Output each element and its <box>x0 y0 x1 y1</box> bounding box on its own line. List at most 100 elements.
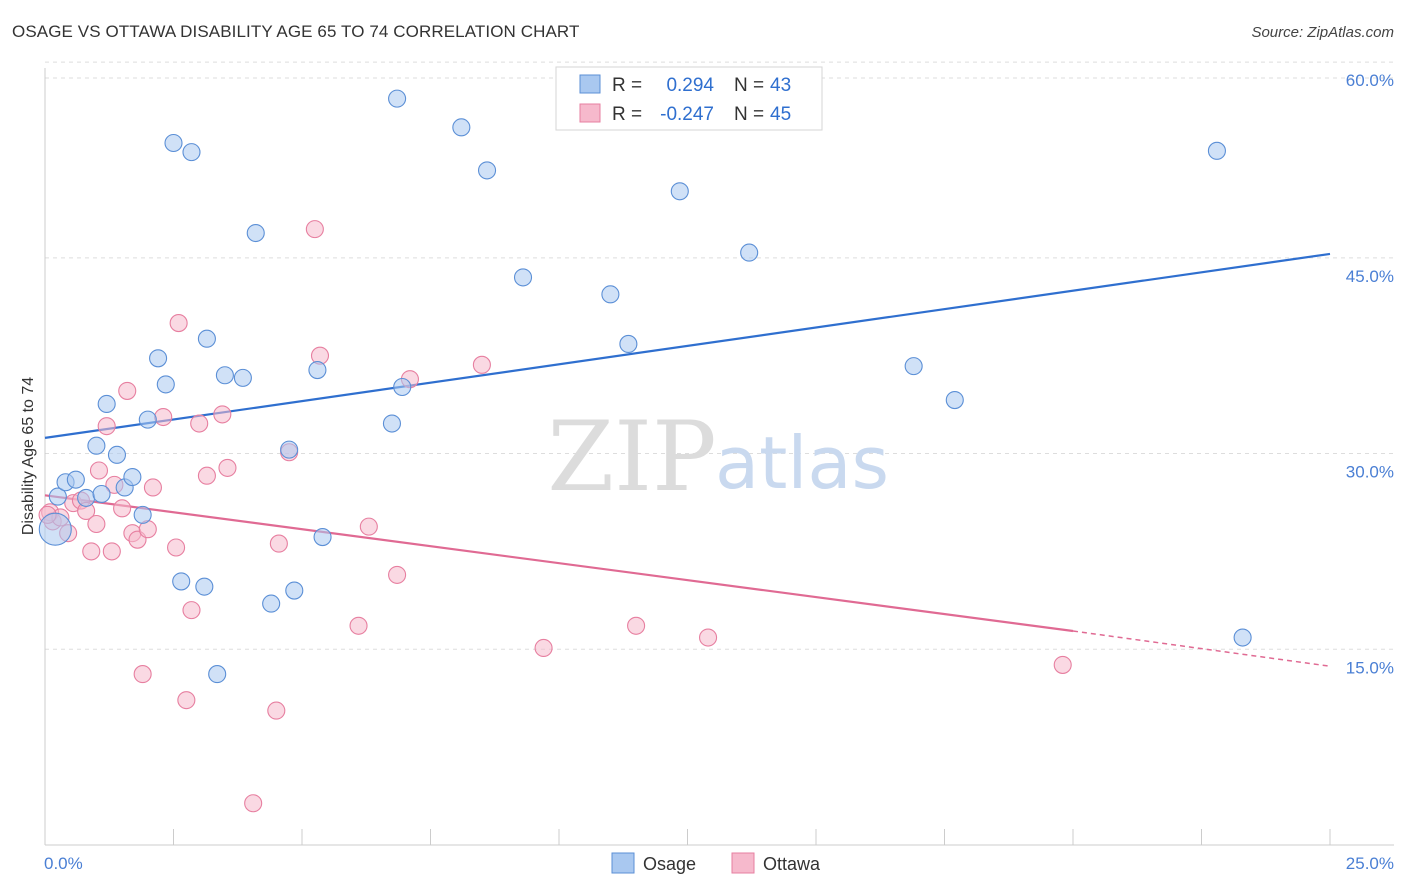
ottawa-point <box>213 405 232 424</box>
ottawa-point <box>154 407 173 427</box>
osage-point <box>740 243 759 262</box>
stats-osage-r-label: R = <box>612 75 642 96</box>
osage-point <box>164 133 183 153</box>
osage-trend-line <box>44 252 1331 439</box>
ottawa-point <box>388 565 407 584</box>
y-tick-label: 45.0% <box>1346 267 1394 286</box>
ottawa-point <box>167 538 186 557</box>
osage-point <box>313 528 332 547</box>
legend-ottawa-swatch <box>731 852 755 874</box>
osage-point <box>1233 628 1252 647</box>
osage-point <box>904 357 923 376</box>
ottawa-point <box>305 220 324 239</box>
ottawa-point <box>269 534 288 553</box>
osage-point <box>77 488 96 507</box>
osage-points <box>38 89 1252 684</box>
stats-ottawa-n-value: 45 <box>770 104 791 125</box>
osage-point <box>197 329 216 348</box>
osage-point <box>945 390 964 410</box>
ottawa-point <box>177 691 196 710</box>
trend-lines <box>44 252 1331 667</box>
stats-osage-swatch <box>579 74 601 94</box>
ottawa-point <box>534 638 553 658</box>
osage-point <box>172 572 191 591</box>
osage-point <box>92 484 111 504</box>
osage-point <box>233 368 252 387</box>
ottawa-point <box>218 458 237 477</box>
legend-osage-swatch <box>611 852 635 874</box>
ottawa-point <box>267 701 286 720</box>
legend-ottawa-label: Ottawa <box>763 854 821 874</box>
ottawa-point <box>197 466 216 485</box>
chart-title: OSAGE VS OTTAWA DISABILITY AGE 65 TO 74 … <box>12 22 580 41</box>
gridlines <box>45 61 1394 650</box>
ottawa-point <box>190 414 209 433</box>
osage-point <box>107 445 127 464</box>
y-tick-label: 60.0% <box>1346 71 1394 90</box>
osage-point <box>182 143 201 162</box>
watermark-atlas: atlas <box>715 421 889 505</box>
ottawa-point <box>82 542 101 561</box>
watermark-zip: ZIP <box>547 401 716 513</box>
stats-ottawa-r-value: -0.247 <box>660 104 714 125</box>
osage-point <box>262 594 281 613</box>
osage-point <box>1207 141 1226 160</box>
osage-point <box>195 577 214 596</box>
watermark: ZIP atlas <box>547 401 889 513</box>
ottawa-point <box>627 616 646 635</box>
ottawa-points <box>38 220 1072 813</box>
stats-osage-n-label: N = <box>734 75 764 96</box>
ottawa-point <box>102 542 121 561</box>
osage-point <box>38 512 72 546</box>
legend-osage-label: Osage <box>643 854 696 874</box>
ottawa-point <box>143 478 162 497</box>
osage-point <box>601 285 620 304</box>
y-tick-label: 15.0% <box>1346 658 1394 677</box>
osage-point <box>66 470 85 489</box>
osage-point <box>48 487 67 506</box>
osage-point <box>670 182 689 201</box>
osage-point <box>133 505 152 524</box>
ottawa-trend-line <box>44 494 1074 633</box>
ottawa-trend-extension <box>1072 630 1331 667</box>
osage-point <box>619 334 638 353</box>
x-tick-label-max: 25.0% <box>1346 854 1394 873</box>
ottawa-point <box>1053 655 1072 674</box>
y-tick-label: 30.0% <box>1346 463 1394 482</box>
osage-point <box>149 349 168 368</box>
osage-point <box>246 223 265 243</box>
osage-point <box>285 581 304 600</box>
osage-point <box>138 410 157 429</box>
osage-point <box>308 360 327 380</box>
osage-point <box>123 467 142 487</box>
ottawa-point <box>182 601 201 620</box>
stats-ottawa-r-label: R = <box>612 104 642 125</box>
stats-osage-n-value: 43 <box>770 75 791 96</box>
osage-point <box>87 436 106 455</box>
osage-point <box>97 394 116 414</box>
stats-ottawa-swatch <box>579 103 601 123</box>
ottawa-point <box>359 517 378 536</box>
osage-point <box>215 366 234 385</box>
osage-point <box>452 118 471 137</box>
osage-point <box>477 161 497 180</box>
ottawa-point <box>118 381 137 400</box>
osage-point <box>388 89 407 108</box>
ottawa-point <box>133 665 152 684</box>
ottawa-point <box>699 628 718 647</box>
ottawa-point <box>87 514 106 534</box>
ottawa-point <box>89 461 109 480</box>
y-axis-label: Disability Age 65 to 74 <box>20 377 37 535</box>
ottawa-point <box>97 417 116 436</box>
source-label: Source: ZipAtlas.com <box>1251 24 1394 41</box>
x-ticks <box>173 829 1331 845</box>
x-tick-label-min: 0.0% <box>44 854 83 873</box>
stats-box: R = 0.294 N = 43 R = -0.247 N = 45 <box>555 66 823 131</box>
legend: Osage Ottawa <box>611 852 821 874</box>
ottawa-point <box>113 499 132 518</box>
ottawa-point <box>169 314 188 333</box>
stats-ottawa-n-label: N = <box>734 104 764 125</box>
ottawa-point <box>244 794 263 813</box>
osage-point <box>280 440 299 459</box>
osage-point <box>513 268 533 287</box>
